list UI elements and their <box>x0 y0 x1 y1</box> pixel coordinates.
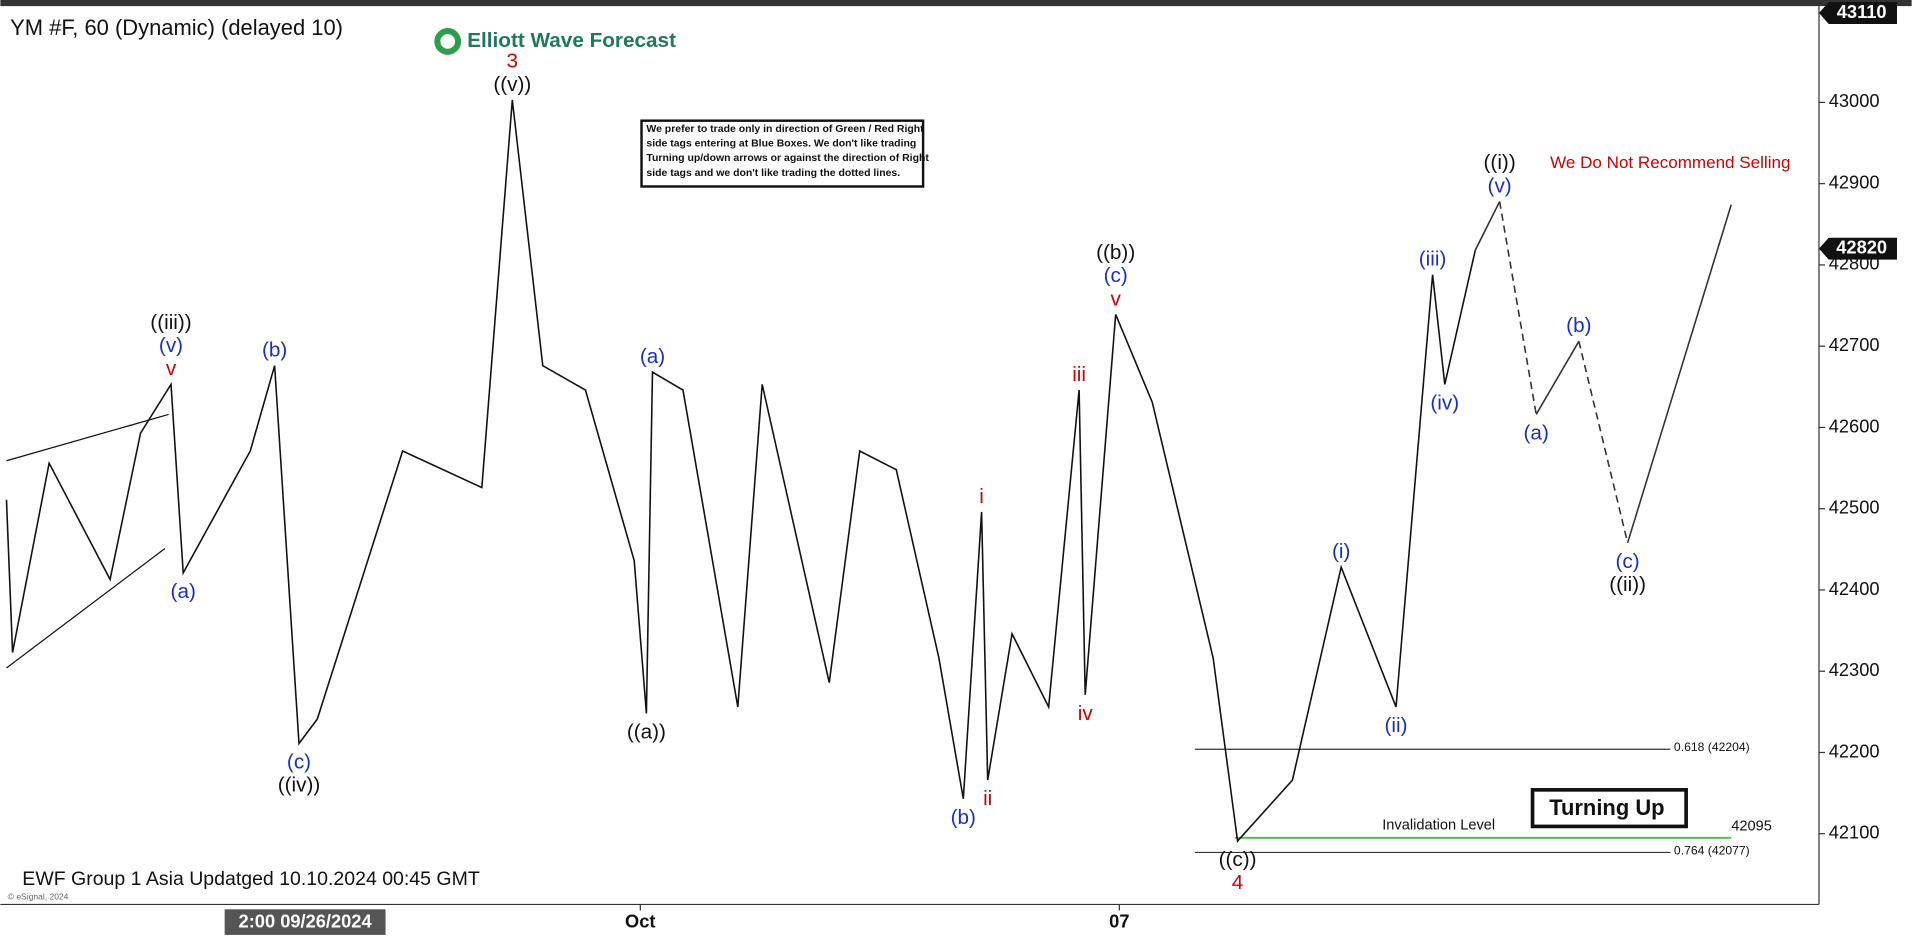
wave-label: (b) <box>262 339 287 362</box>
fib-level-label: 0.618 (42204) <box>1674 740 1750 754</box>
wave-label: (c) <box>1616 550 1640 573</box>
x-tick-label: 07 <box>1109 911 1129 932</box>
diagonal-lower <box>6 548 166 669</box>
cursor-box <box>224 909 386 935</box>
y-tick-label: 43000 <box>1829 90 1880 111</box>
projection-segment <box>1474 201 1501 251</box>
wave-label: ii <box>983 787 992 810</box>
projection-segment <box>1626 204 1732 544</box>
wave-label: (b) <box>951 806 976 829</box>
wave-label: (iii) <box>1419 248 1447 271</box>
y-tick-label: 42200 <box>1829 740 1880 761</box>
wave-label: (ii) <box>1385 714 1408 737</box>
y-tick-label: 42300 <box>1829 659 1880 680</box>
top-price-box <box>1818 2 1897 24</box>
wave-label: iv <box>1078 702 1094 725</box>
wave-label: 4 <box>1232 871 1244 894</box>
notice-line: side tags and we don't like trading the … <box>646 168 900 179</box>
y-tick-label: 42400 <box>1829 578 1880 599</box>
wave-label: (b) <box>1566 314 1591 337</box>
notice-line: We prefer to trade only in direction of … <box>646 124 924 135</box>
top-price: 43110 <box>1837 1 1887 22</box>
footer: EWF Group 1 Asia Updatged 10.10.2024 00:… <box>22 868 480 890</box>
top-border <box>0 0 1912 7</box>
wave-label: (a) <box>171 580 196 603</box>
wave-label: 3 <box>507 50 519 73</box>
wave-label: (iv) <box>1430 391 1459 414</box>
logo-icon-inner <box>440 34 456 49</box>
wave-label: ((iii)) <box>150 311 191 334</box>
wave-label: (c) <box>1104 264 1128 287</box>
wave-label: ((a)) <box>627 720 666 743</box>
notice-line: side tags entering at Blue Boxes. We don… <box>646 139 916 150</box>
cursor-label: 2:00 09/26/2024 <box>239 911 373 932</box>
wave-label: ((ii)) <box>1609 573 1646 596</box>
wave-label: ((iv)) <box>278 774 321 797</box>
invalidation-label: Invalidation Level <box>1382 817 1495 833</box>
wave-label: v <box>1110 287 1121 310</box>
y-tick-label: 42700 <box>1829 334 1880 355</box>
copyright: © eSignal, 2024 <box>8 891 69 901</box>
wave-label: ((v)) <box>493 73 531 96</box>
notice-box <box>640 119 925 188</box>
diagonal-upper <box>6 413 169 462</box>
wave-label: (v) <box>1488 174 1512 197</box>
y-tick-label: 42900 <box>1829 171 1880 192</box>
x-tick-label: Oct <box>625 911 655 932</box>
wave-label: ((c)) <box>1219 848 1257 871</box>
price-line <box>5 99 1477 843</box>
notice-line: Turning up/down arrows or against the di… <box>646 153 929 164</box>
warning: We Do Not Recommend Selling <box>1550 153 1790 172</box>
wave-label: (a) <box>1524 421 1549 444</box>
logo: Elliott Wave Forecast <box>467 29 676 52</box>
chart-title: YM #F, 60 (Dynamic) (delayed 10) <box>10 15 343 40</box>
notice: We prefer to trade only in direction of … <box>646 124 929 179</box>
wave-label: ((b)) <box>1096 241 1135 264</box>
badge: Turning Up <box>1549 795 1664 820</box>
y-tick-label: 42500 <box>1829 497 1880 518</box>
last-price-box <box>1818 237 1897 260</box>
badge-box <box>1530 788 1688 829</box>
wave-label: i <box>979 485 984 508</box>
wave-label: v <box>166 357 177 380</box>
last-price: 42820 <box>1836 236 1887 257</box>
wave-label: ((i)) <box>1484 151 1516 174</box>
projection-segment <box>1578 341 1629 544</box>
y-tick-label: 42600 <box>1829 415 1880 436</box>
wave-label: (i) <box>1332 540 1350 563</box>
wave-label: (v) <box>159 334 183 357</box>
wave-label: iii <box>1072 363 1086 386</box>
wave-label: (c) <box>287 751 311 774</box>
projection-segment <box>1535 340 1580 415</box>
fib-level-label: 0.764 (42077) <box>1674 843 1750 857</box>
wave-label: (a) <box>640 345 665 368</box>
invalidation-value: 42095 <box>1731 819 1772 835</box>
y-tick-label: 42100 <box>1829 822 1880 843</box>
